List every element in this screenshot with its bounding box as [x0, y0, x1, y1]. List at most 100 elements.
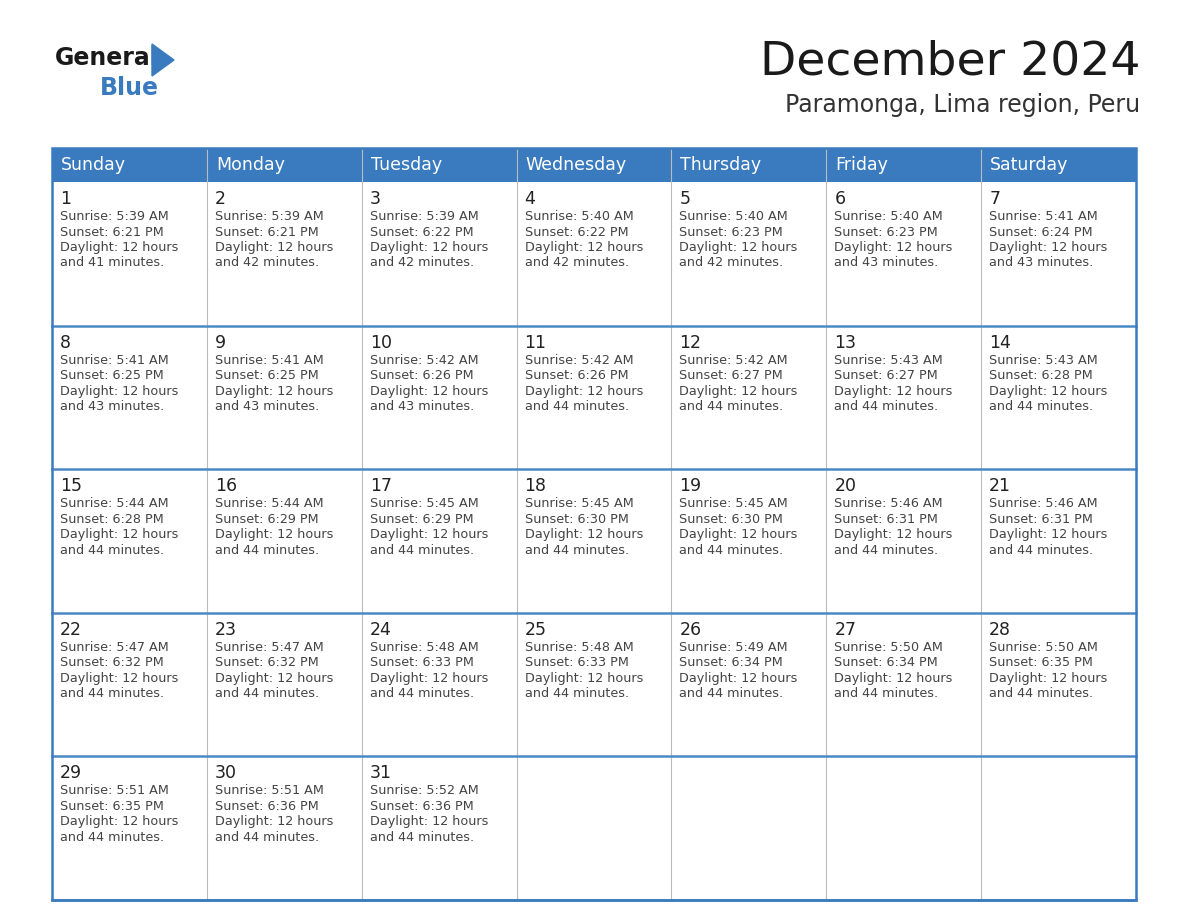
Text: and 42 minutes.: and 42 minutes.: [680, 256, 784, 270]
Text: 25: 25: [525, 621, 546, 639]
Text: Monday: Monday: [216, 156, 285, 174]
Text: 12: 12: [680, 333, 701, 352]
Text: General: General: [55, 46, 159, 70]
Text: Daylight: 12 hours: Daylight: 12 hours: [369, 672, 488, 685]
Bar: [981, 469, 1136, 613]
Text: Sunrise: 5:40 AM: Sunrise: 5:40 AM: [680, 210, 788, 223]
Text: 7: 7: [990, 190, 1000, 208]
Text: Blue: Blue: [100, 76, 159, 100]
Bar: [52, 148, 1136, 182]
Text: and 43 minutes.: and 43 minutes.: [215, 400, 320, 413]
Text: Daylight: 12 hours: Daylight: 12 hours: [680, 385, 798, 397]
Text: Sunset: 6:21 PM: Sunset: 6:21 PM: [61, 226, 164, 239]
Text: 23: 23: [215, 621, 236, 639]
Bar: [981, 613, 1136, 756]
Text: Sunrise: 5:40 AM: Sunrise: 5:40 AM: [834, 210, 943, 223]
Bar: [207, 613, 361, 756]
Text: Daylight: 12 hours: Daylight: 12 hours: [834, 385, 953, 397]
Bar: [361, 613, 517, 756]
Text: Sunrise: 5:44 AM: Sunrise: 5:44 AM: [61, 498, 169, 510]
Text: and 44 minutes.: and 44 minutes.: [61, 831, 164, 844]
Text: Daylight: 12 hours: Daylight: 12 hours: [525, 385, 643, 397]
Text: Daylight: 12 hours: Daylight: 12 hours: [215, 815, 333, 828]
Text: Sunset: 6:34 PM: Sunset: 6:34 PM: [834, 656, 939, 669]
Bar: [827, 326, 981, 469]
Bar: [827, 469, 981, 613]
Bar: [671, 756, 827, 900]
Text: and 44 minutes.: and 44 minutes.: [61, 543, 164, 556]
Text: Daylight: 12 hours: Daylight: 12 hours: [990, 241, 1107, 254]
Text: 1: 1: [61, 190, 71, 208]
Text: 17: 17: [369, 477, 392, 495]
Text: and 44 minutes.: and 44 minutes.: [369, 543, 474, 556]
Text: 14: 14: [990, 333, 1011, 352]
Text: 5: 5: [680, 190, 690, 208]
Text: Daylight: 12 hours: Daylight: 12 hours: [525, 528, 643, 542]
Bar: [52, 326, 207, 469]
Bar: [517, 326, 671, 469]
Text: 11: 11: [525, 333, 546, 352]
Bar: [52, 182, 207, 326]
Text: Sunrise: 5:49 AM: Sunrise: 5:49 AM: [680, 641, 788, 654]
Text: Daylight: 12 hours: Daylight: 12 hours: [61, 528, 178, 542]
Text: Daylight: 12 hours: Daylight: 12 hours: [61, 815, 178, 828]
Text: Sunset: 6:29 PM: Sunset: 6:29 PM: [215, 512, 318, 526]
Bar: [981, 756, 1136, 900]
Text: Daylight: 12 hours: Daylight: 12 hours: [369, 528, 488, 542]
Text: Sunrise: 5:48 AM: Sunrise: 5:48 AM: [525, 641, 633, 654]
Text: Daylight: 12 hours: Daylight: 12 hours: [834, 241, 953, 254]
Text: Sunset: 6:31 PM: Sunset: 6:31 PM: [990, 512, 1093, 526]
Text: Daylight: 12 hours: Daylight: 12 hours: [680, 672, 798, 685]
Text: Sunrise: 5:46 AM: Sunrise: 5:46 AM: [990, 498, 1098, 510]
Text: Sunset: 6:22 PM: Sunset: 6:22 PM: [369, 226, 473, 239]
Text: and 44 minutes.: and 44 minutes.: [215, 831, 320, 844]
Text: Sunset: 6:33 PM: Sunset: 6:33 PM: [525, 656, 628, 669]
Text: and 42 minutes.: and 42 minutes.: [525, 256, 628, 270]
Text: 2: 2: [215, 190, 226, 208]
Text: Sunset: 6:31 PM: Sunset: 6:31 PM: [834, 512, 939, 526]
Text: and 43 minutes.: and 43 minutes.: [61, 400, 164, 413]
Text: and 44 minutes.: and 44 minutes.: [680, 400, 784, 413]
Text: and 43 minutes.: and 43 minutes.: [369, 400, 474, 413]
Text: Sunrise: 5:51 AM: Sunrise: 5:51 AM: [61, 784, 169, 798]
Text: Sunrise: 5:50 AM: Sunrise: 5:50 AM: [990, 641, 1098, 654]
Text: 15: 15: [61, 477, 82, 495]
Text: Daylight: 12 hours: Daylight: 12 hours: [215, 385, 333, 397]
Bar: [517, 756, 671, 900]
Text: Sunset: 6:25 PM: Sunset: 6:25 PM: [61, 369, 164, 382]
Text: Sunrise: 5:50 AM: Sunrise: 5:50 AM: [834, 641, 943, 654]
Text: Sunset: 6:32 PM: Sunset: 6:32 PM: [215, 656, 318, 669]
Text: Sunset: 6:28 PM: Sunset: 6:28 PM: [61, 512, 164, 526]
Text: Sunset: 6:25 PM: Sunset: 6:25 PM: [215, 369, 318, 382]
Text: Sunset: 6:26 PM: Sunset: 6:26 PM: [369, 369, 473, 382]
Text: Daylight: 12 hours: Daylight: 12 hours: [61, 385, 178, 397]
Text: Daylight: 12 hours: Daylight: 12 hours: [215, 528, 333, 542]
Text: 21: 21: [990, 477, 1011, 495]
Text: Sunset: 6:28 PM: Sunset: 6:28 PM: [990, 369, 1093, 382]
Text: Sunrise: 5:41 AM: Sunrise: 5:41 AM: [61, 353, 169, 366]
Bar: [207, 326, 361, 469]
Text: Daylight: 12 hours: Daylight: 12 hours: [680, 528, 798, 542]
Text: Saturday: Saturday: [990, 156, 1068, 174]
Text: Sunset: 6:29 PM: Sunset: 6:29 PM: [369, 512, 473, 526]
Bar: [827, 182, 981, 326]
Bar: [52, 613, 207, 756]
Text: Sunset: 6:27 PM: Sunset: 6:27 PM: [680, 369, 783, 382]
Bar: [671, 613, 827, 756]
Text: Sunrise: 5:45 AM: Sunrise: 5:45 AM: [525, 498, 633, 510]
Text: Sunset: 6:36 PM: Sunset: 6:36 PM: [215, 800, 318, 813]
Text: Sunrise: 5:45 AM: Sunrise: 5:45 AM: [369, 498, 479, 510]
Text: 4: 4: [525, 190, 536, 208]
Text: Sunrise: 5:43 AM: Sunrise: 5:43 AM: [834, 353, 943, 366]
Text: Sunset: 6:32 PM: Sunset: 6:32 PM: [61, 656, 164, 669]
Text: Daylight: 12 hours: Daylight: 12 hours: [990, 528, 1107, 542]
Text: and 44 minutes.: and 44 minutes.: [525, 543, 628, 556]
Text: Sunrise: 5:41 AM: Sunrise: 5:41 AM: [215, 353, 323, 366]
Text: 19: 19: [680, 477, 702, 495]
Text: Sunset: 6:26 PM: Sunset: 6:26 PM: [525, 369, 628, 382]
Text: and 44 minutes.: and 44 minutes.: [990, 543, 1093, 556]
Text: and 44 minutes.: and 44 minutes.: [525, 400, 628, 413]
Text: Sunrise: 5:47 AM: Sunrise: 5:47 AM: [215, 641, 323, 654]
Text: Sunset: 6:36 PM: Sunset: 6:36 PM: [369, 800, 474, 813]
Bar: [671, 469, 827, 613]
